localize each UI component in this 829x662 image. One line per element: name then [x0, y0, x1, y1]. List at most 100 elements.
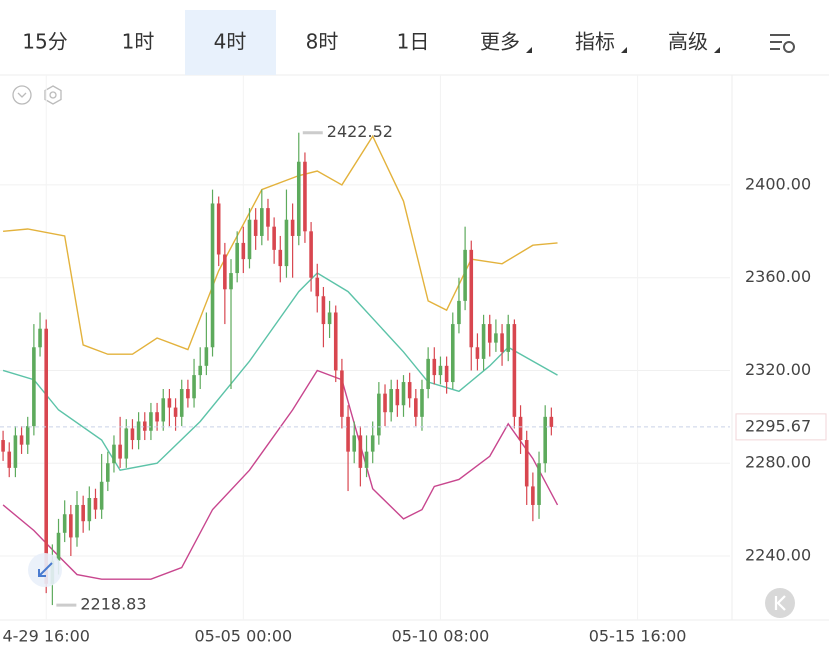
tab[interactable]: 4时 — [214, 30, 247, 54]
candle-body — [210, 203, 215, 348]
candle-body — [44, 328, 49, 584]
candle-body — [395, 389, 400, 406]
candle-body — [420, 389, 424, 417]
candle-body — [32, 347, 36, 427]
candle-body — [407, 382, 412, 399]
candle-body — [432, 358, 437, 376]
candle-body — [136, 421, 141, 441]
candle-body — [524, 440, 529, 487]
candle-body — [198, 365, 203, 376]
candle-body — [531, 486, 535, 505]
candle-body — [500, 333, 504, 352]
extreme-label: 2218.83 — [80, 595, 146, 614]
candle-body — [247, 219, 252, 260]
y-tick-label: 2320.00 — [745, 360, 811, 379]
tab[interactable]: 15分 — [22, 30, 67, 54]
extreme-label: 2422.52 — [327, 122, 393, 141]
collapse-icon[interactable] — [12, 85, 32, 105]
tab[interactable]: 8时 — [306, 30, 339, 54]
tab[interactable]: 1日 — [397, 30, 430, 54]
candle-body — [383, 393, 387, 413]
candle-body — [327, 312, 332, 325]
hex-dot — [49, 91, 57, 99]
dropdown-triangle — [714, 47, 720, 53]
x-tick-label: 05-10 08:00 — [392, 627, 490, 646]
candle-body — [450, 324, 455, 383]
y-tick-label: 2360.00 — [745, 267, 811, 286]
candle-body — [99, 481, 104, 510]
tab[interactable]: 更多 — [480, 30, 520, 54]
candle-body — [216, 203, 221, 255]
candle-body — [204, 347, 209, 366]
candle-body — [352, 435, 357, 452]
candle-body — [1, 440, 5, 452]
zoom-button[interactable] — [28, 553, 62, 587]
candle-body — [543, 416, 547, 464]
candle-body — [444, 365, 449, 383]
candle-body — [549, 416, 554, 427]
candle-body — [469, 249, 474, 348]
x-tick-label: 05-05 00:00 — [194, 627, 292, 646]
candle-body — [167, 398, 172, 408]
chevron — [17, 92, 27, 98]
candle-body — [414, 398, 418, 417]
tab[interactable]: 1时 — [122, 30, 155, 54]
dropdown-triangle — [621, 47, 627, 53]
reset-button[interactable] — [765, 588, 795, 618]
candle-body — [290, 219, 295, 236]
y-tick-label: 2240.00 — [745, 545, 811, 564]
band-line — [2, 369, 559, 580]
candle-body — [303, 161, 307, 232]
candle-body — [13, 435, 18, 468]
settings-hex-icon[interactable] — [44, 85, 62, 105]
candle-body — [62, 514, 67, 533]
candle-body — [401, 382, 406, 406]
candle-body — [463, 249, 467, 301]
x-tick-label: 4-29 16:00 — [2, 627, 90, 646]
candle-body — [506, 324, 511, 352]
candle-body — [266, 208, 270, 227]
candle-body — [358, 435, 363, 468]
candle-body — [438, 365, 443, 376]
dropdown-triangle — [526, 47, 532, 53]
candle-body — [124, 428, 129, 459]
candle-body — [7, 451, 12, 468]
candle-body — [179, 389, 184, 417]
candle-body — [333, 312, 338, 371]
candle-body — [253, 219, 258, 236]
candle-body — [149, 412, 153, 431]
tab[interactable]: 高级 — [668, 30, 708, 54]
candle-body — [309, 231, 313, 278]
candle-body — [389, 389, 393, 413]
plot — [0, 75, 730, 620]
last-price-label: 2295.67 — [745, 416, 811, 435]
candle-body — [229, 273, 233, 290]
tab[interactable]: 指标 — [575, 30, 615, 54]
candle-body — [475, 347, 480, 359]
candle-body — [81, 504, 85, 522]
candle-body — [223, 254, 227, 290]
y-tick-label: 2280.00 — [745, 453, 811, 472]
candle-body — [173, 407, 178, 417]
candle-body — [241, 242, 246, 260]
candle-body — [487, 324, 492, 343]
candle-body — [340, 370, 344, 417]
candle-body — [537, 463, 541, 505]
candle-body — [278, 249, 283, 267]
candle-body — [235, 242, 239, 274]
candle-body — [130, 428, 135, 441]
candle-body — [192, 375, 196, 399]
candle-body — [272, 226, 276, 250]
x-tick-label: 05-15 16:00 — [589, 627, 687, 646]
candle-body — [494, 333, 498, 343]
y-tick-label: 2400.00 — [745, 174, 811, 193]
candle-body — [370, 435, 375, 452]
candle-body — [93, 498, 98, 510]
candle-body — [118, 444, 122, 459]
candle-body — [296, 161, 301, 236]
settings-icon[interactable] — [770, 34, 795, 53]
candle-body — [315, 277, 320, 297]
candle-body — [346, 416, 350, 452]
candle-body — [481, 324, 486, 359]
candle-body — [106, 463, 110, 482]
